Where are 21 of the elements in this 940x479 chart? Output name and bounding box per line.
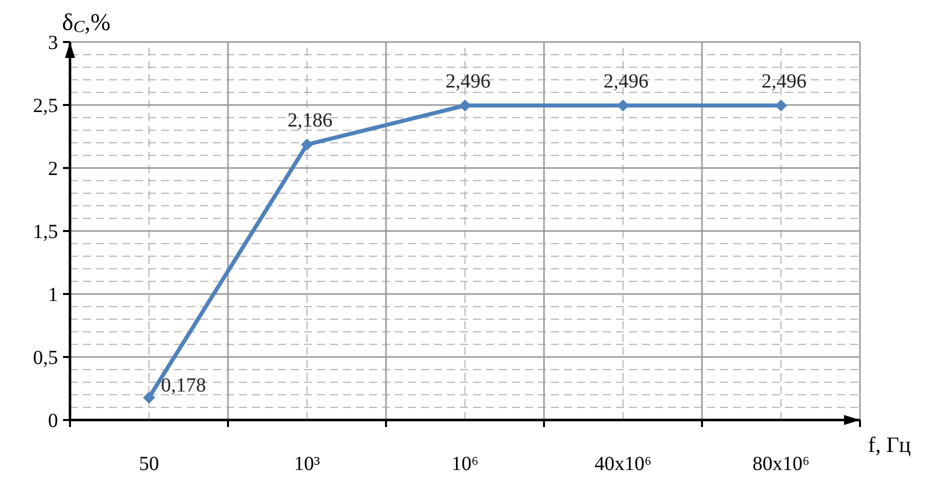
y-tick-label: 1,5 <box>33 221 58 243</box>
y-tick-label: 3 <box>48 32 58 54</box>
data-label: 0,178 <box>161 374 206 397</box>
x-tick-label: 80x10⁶ <box>752 453 810 475</box>
y-tick-label: 0,5 <box>33 347 58 369</box>
x-tick-label: 10⁶ <box>452 453 479 475</box>
x-tick-label: 10³ <box>294 453 320 475</box>
y-tick-label: 0 <box>48 410 58 432</box>
x-tick-label: 50 <box>139 453 159 475</box>
x-tick-label: 40x10⁶ <box>594 453 652 475</box>
y-tick-label: 2 <box>48 158 58 180</box>
y-tick-label: 1 <box>48 284 58 306</box>
y-tick-label: 2,5 <box>33 95 58 117</box>
data-label: 2,186 <box>288 110 332 132</box>
point <box>301 138 313 151</box>
y-axis-title: δ$_{C}$,% <box>62 10 111 36</box>
data-label: 2,496 <box>446 70 490 93</box>
data-label: 2,496 <box>604 70 648 93</box>
data-label: 2,496 <box>762 70 806 93</box>
x-axis-title: f, Гц <box>868 432 912 457</box>
point <box>143 392 155 404</box>
